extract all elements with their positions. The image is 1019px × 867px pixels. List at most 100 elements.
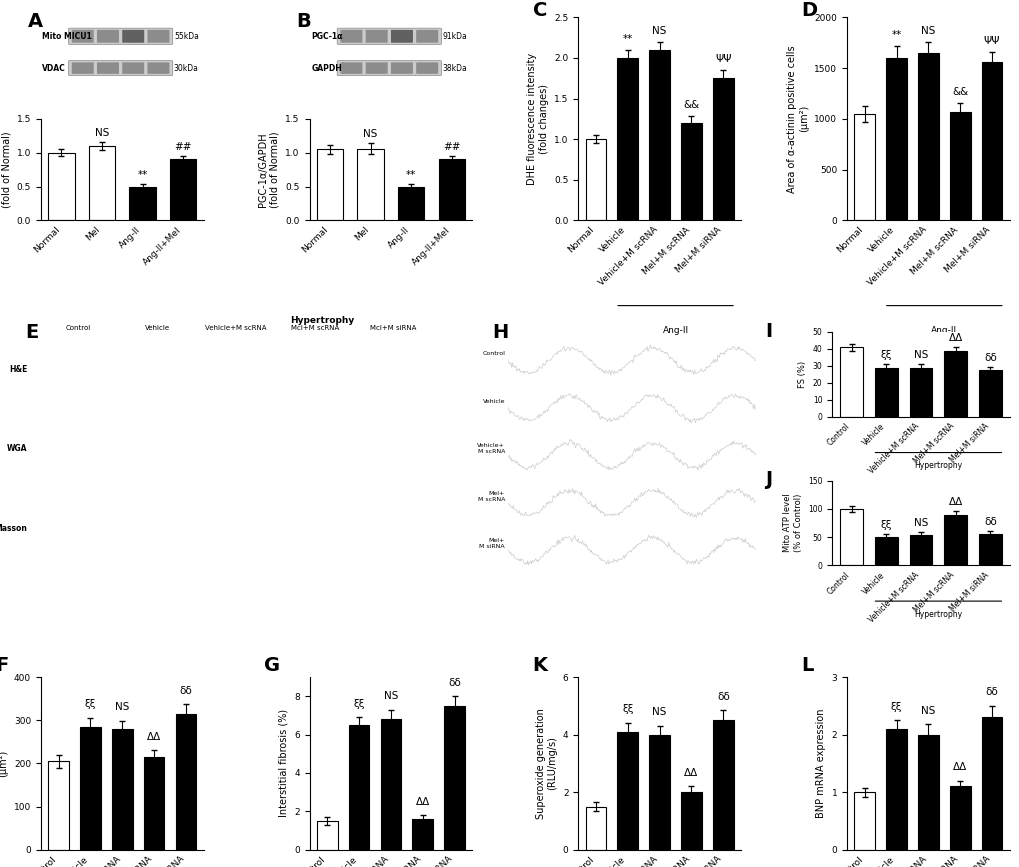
Text: **: ** <box>622 34 633 43</box>
Text: NS: NS <box>913 350 927 360</box>
FancyBboxPatch shape <box>340 62 362 74</box>
Text: ΨΨ: ΨΨ <box>714 54 731 64</box>
Text: NS: NS <box>920 706 934 715</box>
Text: NS: NS <box>920 26 934 36</box>
Text: F: F <box>0 656 8 675</box>
Bar <box>944 350 966 417</box>
Text: PGC-1α: PGC-1α <box>311 32 342 41</box>
Text: ΔΔ: ΔΔ <box>952 762 966 772</box>
Bar <box>175 714 196 850</box>
Text: H&E: H&E <box>9 365 28 374</box>
Text: Control: Control <box>482 351 504 356</box>
Text: Mel+
M scRNA: Mel+ M scRNA <box>477 491 504 501</box>
FancyBboxPatch shape <box>337 28 441 44</box>
Bar <box>129 186 156 220</box>
Text: 30kDa: 30kDa <box>173 63 199 73</box>
Bar <box>170 160 196 220</box>
Text: NS: NS <box>652 707 666 717</box>
Text: J: J <box>764 471 771 489</box>
FancyBboxPatch shape <box>122 62 144 74</box>
Bar <box>681 123 701 220</box>
Text: ΔΔ: ΔΔ <box>948 333 962 343</box>
FancyBboxPatch shape <box>68 61 172 75</box>
Text: NS: NS <box>115 702 129 713</box>
Text: δδ: δδ <box>447 678 461 688</box>
Text: B: B <box>297 12 311 31</box>
Y-axis label: FS (%): FS (%) <box>798 361 806 388</box>
Text: δδ: δδ <box>716 692 729 701</box>
Y-axis label: Interstitial fibrosis (%): Interstitial fibrosis (%) <box>278 709 288 818</box>
Text: ξξ: ξξ <box>85 700 96 709</box>
Text: NS: NS <box>913 518 927 528</box>
Text: Vehicle+
M scRNA: Vehicle+ M scRNA <box>477 443 504 454</box>
Y-axis label: PGC-1α/GAPDH
(fold of Normal): PGC-1α/GAPDH (fold of Normal) <box>258 131 279 208</box>
Bar <box>978 370 1001 417</box>
Text: C: C <box>532 1 546 20</box>
Text: δδ: δδ <box>983 517 996 526</box>
Text: Vehicle: Vehicle <box>482 399 504 404</box>
Text: **: ** <box>891 29 901 40</box>
Text: δδ: δδ <box>983 353 996 362</box>
Bar <box>712 720 733 850</box>
Bar <box>909 368 931 417</box>
Bar <box>616 58 638 220</box>
Text: G: G <box>264 656 280 675</box>
FancyBboxPatch shape <box>97 29 119 42</box>
FancyBboxPatch shape <box>366 62 387 74</box>
Text: **: ** <box>138 170 148 179</box>
Text: VDAC: VDAC <box>43 63 66 73</box>
Text: D: D <box>801 1 816 20</box>
Text: ξξ: ξξ <box>879 520 892 530</box>
FancyBboxPatch shape <box>148 29 169 42</box>
Text: ##: ## <box>442 142 461 152</box>
Text: Hypertrophy: Hypertrophy <box>913 461 962 470</box>
Title: Vehicle: Vehicle <box>145 325 170 331</box>
Y-axis label: Mito ATP level
(% of Control): Mito ATP level (% of Control) <box>783 493 802 552</box>
Text: ξξ: ξξ <box>353 699 365 708</box>
FancyBboxPatch shape <box>148 62 169 74</box>
Text: NS: NS <box>383 691 397 701</box>
Text: E: E <box>25 323 39 342</box>
Text: NS: NS <box>95 127 109 138</box>
Bar <box>978 534 1001 565</box>
Text: **: ** <box>406 170 416 179</box>
FancyBboxPatch shape <box>97 62 119 74</box>
Bar <box>444 706 465 850</box>
Text: Masson: Masson <box>0 524 28 532</box>
Text: ξξ: ξξ <box>879 350 892 360</box>
Text: 91kDa: 91kDa <box>442 32 467 41</box>
Text: ξξ: ξξ <box>622 705 633 714</box>
Text: L: L <box>801 656 813 675</box>
Bar <box>840 509 862 565</box>
Bar <box>348 725 369 850</box>
FancyBboxPatch shape <box>366 29 387 42</box>
FancyBboxPatch shape <box>68 28 172 44</box>
Text: Ang-II: Ang-II <box>662 326 688 335</box>
Text: &&: && <box>683 101 699 110</box>
Title: Mcl+M siRNA: Mcl+M siRNA <box>370 325 417 331</box>
Text: I: I <box>764 322 771 341</box>
FancyBboxPatch shape <box>71 62 94 74</box>
FancyBboxPatch shape <box>416 62 438 74</box>
Text: ξξ: ξξ <box>890 701 902 712</box>
Text: δδ: δδ <box>984 688 998 697</box>
Text: K: K <box>532 656 547 675</box>
Y-axis label: Superoxide generation
(RLU/mg/s): Superoxide generation (RLU/mg/s) <box>535 708 556 818</box>
Text: Ang-II: Ang-II <box>930 326 957 335</box>
Bar <box>944 514 966 565</box>
Bar <box>616 732 638 850</box>
Text: NS: NS <box>363 129 377 139</box>
Bar <box>585 139 605 220</box>
Y-axis label: DHE fluorescence intensity
(fold changes): DHE fluorescence intensity (fold changes… <box>527 53 548 185</box>
Y-axis label: Mito MICU1/VDAC
(fold of Normal): Mito MICU1/VDAC (fold of Normal) <box>0 127 11 212</box>
Bar <box>980 62 1002 220</box>
Y-axis label: BNP mRNA expression: BNP mRNA expression <box>815 708 825 818</box>
Text: Hypertrophy: Hypertrophy <box>289 316 354 325</box>
Bar <box>357 148 383 220</box>
Bar <box>681 792 701 850</box>
Text: H: H <box>492 323 508 342</box>
Bar <box>48 761 69 850</box>
Y-axis label: Area of α-actinin positive cells
(μm²): Area of α-actinin positive cells (μm²) <box>787 45 808 192</box>
Text: WGA: WGA <box>7 444 28 453</box>
Text: NS: NS <box>652 26 666 36</box>
